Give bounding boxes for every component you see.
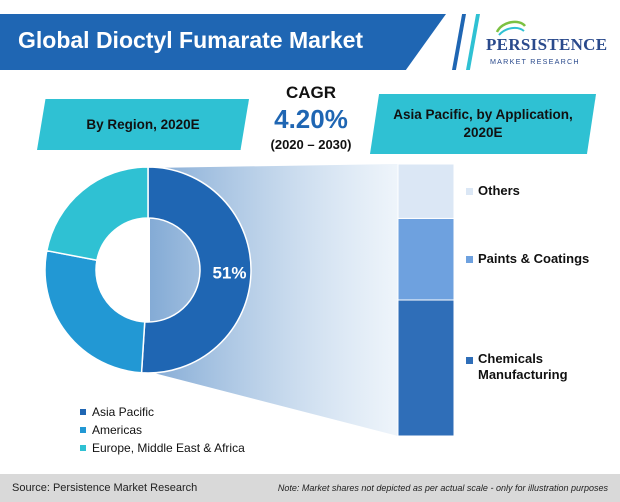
footnote-text: Note: Market shares not depicted as per … bbox=[277, 483, 608, 493]
region-box: By Region, 2020E bbox=[37, 99, 249, 150]
logo-name: PERSISTENCE bbox=[486, 35, 608, 54]
legend-swatch bbox=[80, 427, 86, 433]
logo-swoosh-icon bbox=[495, 20, 527, 36]
stacked-bar-segment bbox=[397, 163, 455, 219]
footer: Source: Persistence Market Research Note… bbox=[0, 474, 620, 502]
legend-swatch bbox=[80, 409, 86, 415]
bar-legend-swatch bbox=[466, 188, 473, 196]
donut-chart: 51% bbox=[44, 166, 252, 374]
bar-legend-swatch bbox=[466, 357, 473, 364]
donut-slice bbox=[140, 166, 252, 374]
bar-legend-swatch bbox=[466, 256, 473, 264]
cagr-label: CAGR bbox=[285, 83, 337, 102]
application-box: Asia Pacific, by Application, 2020E bbox=[370, 94, 596, 154]
donut-legend: Asia Pacific Americas Europe, Middle Eas… bbox=[80, 403, 245, 457]
legend-item: Asia Pacific bbox=[80, 403, 245, 421]
donut-slice bbox=[44, 249, 146, 374]
stacked-bar-segment bbox=[397, 299, 455, 437]
logo-subtitle: MARKET RESEARCH bbox=[490, 57, 580, 66]
legend-item: Americas bbox=[80, 421, 245, 439]
donut-slice bbox=[45, 166, 149, 262]
brand-logo: PERSISTENCE MARKET RESEARCH bbox=[484, 17, 614, 69]
legend-item: Europe, Middle East & Africa bbox=[80, 439, 245, 457]
legend-label: Europe, Middle East & Africa bbox=[92, 441, 245, 455]
legend-label: Asia Pacific bbox=[92, 405, 155, 419]
cagr-period: (2020 – 2030) bbox=[270, 137, 352, 152]
bar-legend-label: Others bbox=[478, 183, 520, 199]
stacked-bar-segment bbox=[397, 217, 455, 301]
legend-label: Americas bbox=[92, 423, 143, 437]
legend-swatch bbox=[80, 445, 86, 451]
bar-legend-label: Chemicals Manufacturing bbox=[478, 351, 568, 383]
cagr-value: 4.20% bbox=[274, 104, 348, 134]
donut-data-label: 51% bbox=[212, 264, 246, 283]
page-title: Global Dioctyl Fumarate Market bbox=[18, 27, 364, 53]
title-banner bbox=[0, 14, 446, 70]
bar-legend-label: Paints & Coatings bbox=[478, 251, 590, 267]
source-text: Source: Persistence Market Research bbox=[12, 482, 198, 494]
chart-canvas: 51% bbox=[44, 163, 455, 437]
stacked-bar-chart bbox=[397, 163, 455, 437]
